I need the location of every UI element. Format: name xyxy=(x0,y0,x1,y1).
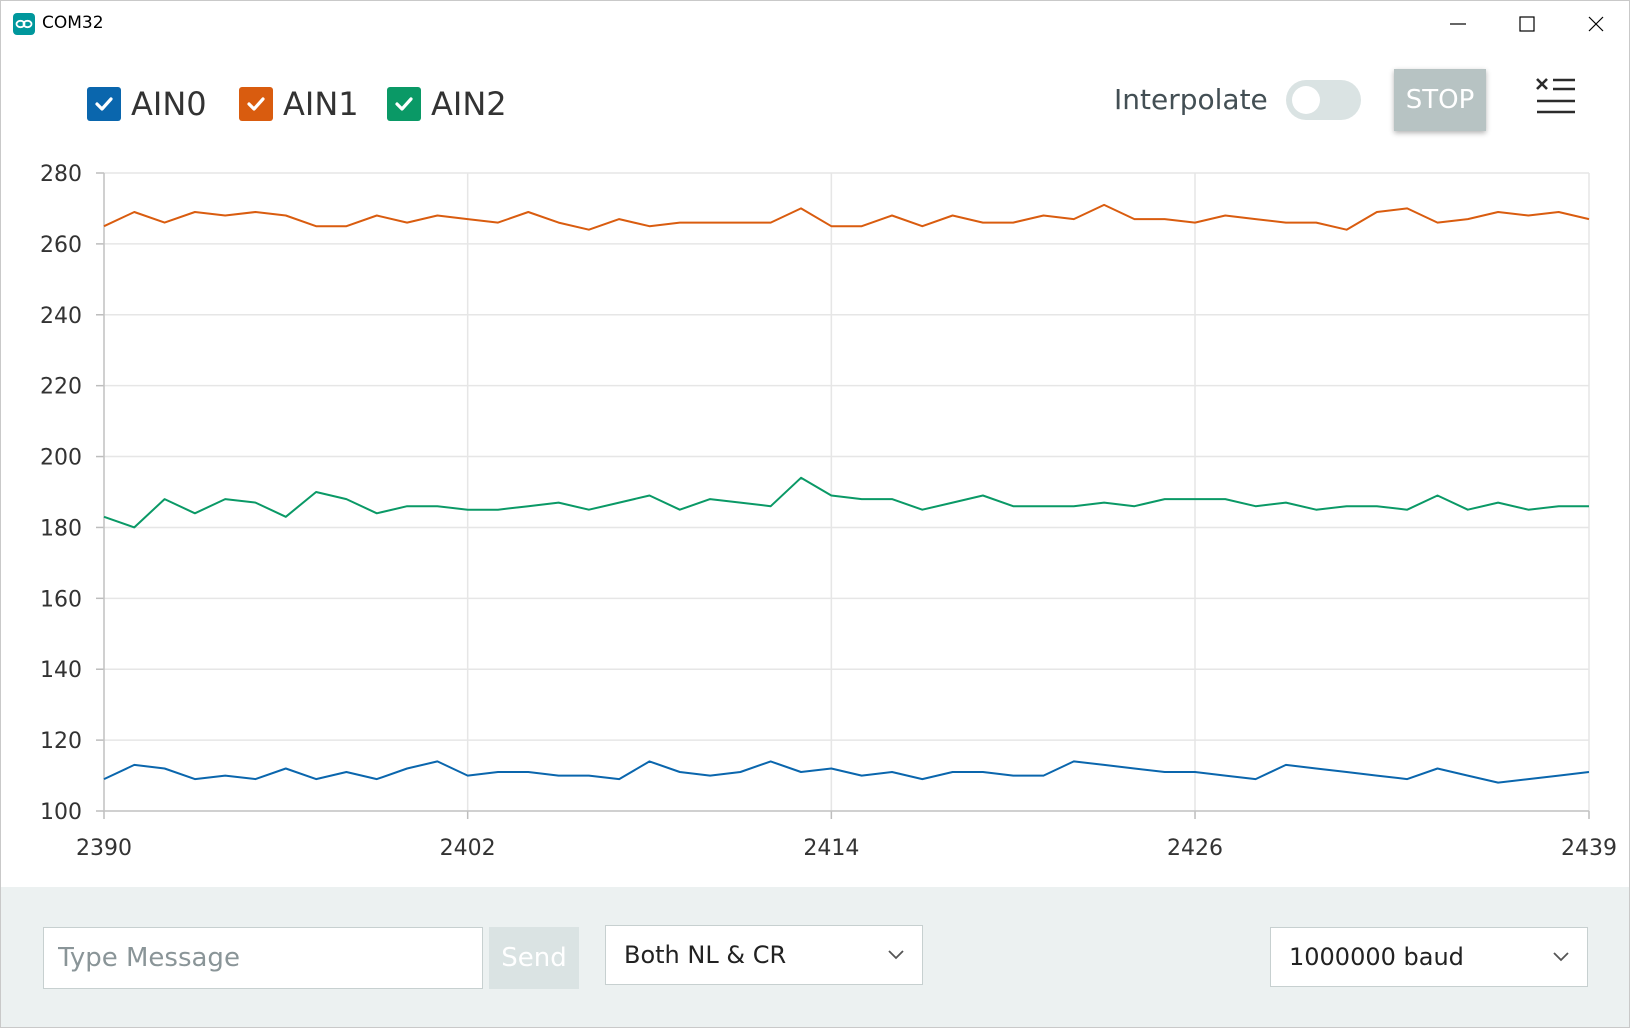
chart-axes xyxy=(96,172,1590,819)
legend-item-ain2[interactable]: AIN2 xyxy=(387,84,507,124)
stop-button[interactable]: STOP xyxy=(1394,69,1486,131)
baud-rate-value: 1000000 baud xyxy=(1289,943,1464,971)
send-button[interactable]: Send xyxy=(489,927,579,989)
chart-series xyxy=(103,203,1590,784)
y-tick-label: 260 xyxy=(40,233,82,258)
chart-grid xyxy=(103,172,1590,812)
series-line-ain0 xyxy=(103,760,1590,784)
minimize-button[interactable] xyxy=(1426,1,1490,47)
checkbox-ain0[interactable] xyxy=(87,87,121,121)
legend-item-ain0[interactable]: AIN0 xyxy=(87,84,207,124)
interpolate-toggle[interactable] xyxy=(1286,80,1361,120)
legend-label-ain2: AIN2 xyxy=(431,85,507,123)
chart-tick-labels: 100 120 140 160 180 200 220 240 260 280 2390 2402 24… xyxy=(40,162,1617,861)
line-ending-select[interactable]: Both NL & CR xyxy=(605,925,923,985)
maximize-button[interactable] xyxy=(1495,1,1559,47)
message-input[interactable] xyxy=(43,927,483,989)
y-tick-label: 280 xyxy=(40,162,82,187)
y-tick-label: 160 xyxy=(40,587,82,612)
baud-rate-select[interactable]: 1000000 baud xyxy=(1270,927,1588,987)
x-tick-label: 2414 xyxy=(803,836,859,861)
title-bar: COM32 xyxy=(1,1,1629,47)
y-tick-label: 100 xyxy=(40,800,82,825)
y-tick-label: 200 xyxy=(40,446,82,471)
x-tick-label: 2390 xyxy=(76,836,132,861)
clear-button[interactable] xyxy=(1534,76,1578,118)
y-tick-label: 140 xyxy=(40,658,82,683)
checkbox-ain2[interactable] xyxy=(387,87,421,121)
y-tick-label: 220 xyxy=(40,375,82,400)
arduino-icon xyxy=(13,13,35,35)
minimize-icon xyxy=(1450,23,1466,25)
checkmark-icon xyxy=(247,97,265,111)
legend-label-ain1: AIN1 xyxy=(283,85,359,123)
y-tick-label: 180 xyxy=(40,516,82,541)
y-tick-label: 240 xyxy=(40,304,82,329)
checkbox-ain1[interactable] xyxy=(239,87,273,121)
checkmark-icon xyxy=(395,97,413,111)
series-line-ain2 xyxy=(103,476,1589,529)
line-chart: 100 120 140 160 180 200 220 240 260 280 2390 2402 24… xyxy=(40,162,1617,861)
clear-list-icon xyxy=(1536,78,1575,114)
interpolate-label: Interpolate xyxy=(1114,83,1268,116)
x-tick-label: 2439 xyxy=(1561,836,1617,861)
maximize-icon xyxy=(1519,16,1535,32)
chevron-down-icon xyxy=(1553,952,1569,962)
chevron-down-icon xyxy=(888,950,904,960)
legend-item-ain1[interactable]: AIN1 xyxy=(239,84,359,124)
y-tick-label: 120 xyxy=(40,729,82,754)
toggle-knob xyxy=(1292,86,1320,114)
x-tick-label: 2426 xyxy=(1167,836,1223,861)
x-tick-label: 2402 xyxy=(440,836,496,861)
legend-label-ain0: AIN0 xyxy=(131,85,207,123)
series-line-ain1 xyxy=(103,203,1590,231)
close-icon xyxy=(1588,16,1604,32)
window-title: COM32 xyxy=(42,13,104,33)
line-ending-value: Both NL & CR xyxy=(624,941,787,969)
checkmark-icon xyxy=(95,97,113,111)
close-button[interactable] xyxy=(1564,1,1628,47)
